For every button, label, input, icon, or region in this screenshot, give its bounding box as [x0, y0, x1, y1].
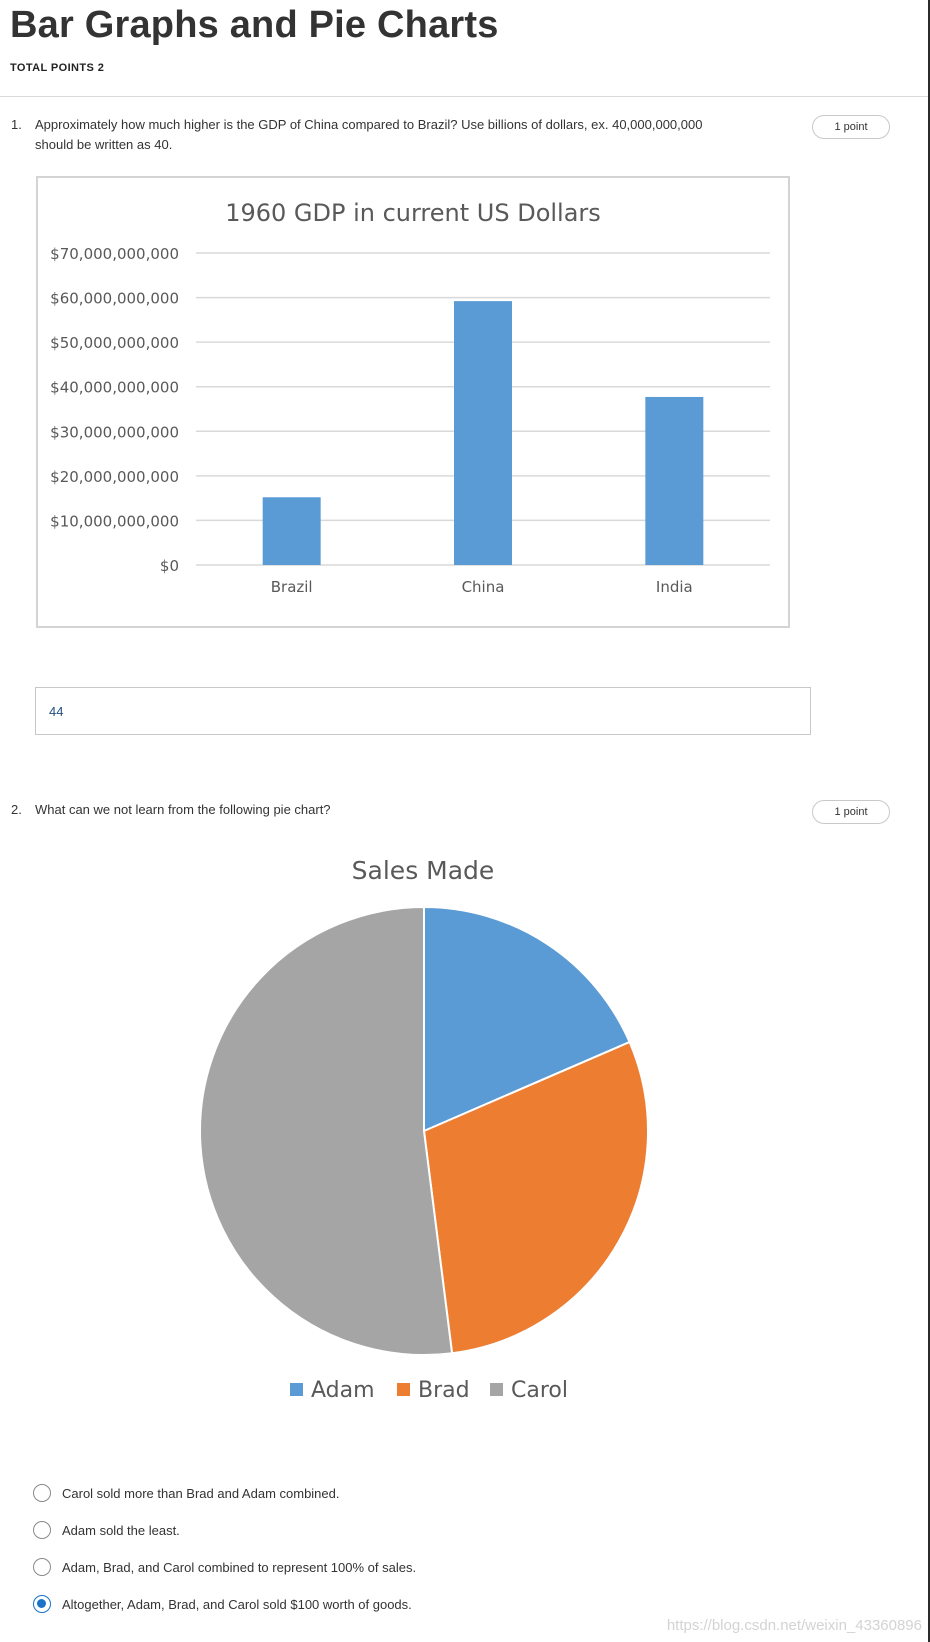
option-3-radio[interactable] [33, 1558, 51, 1576]
question-1-number: 1. [11, 117, 22, 132]
option-2-label: Adam sold the least. [62, 1522, 180, 1538]
bar-chart-y-tick-label: $50,000,000,000 [50, 334, 179, 352]
legend-swatch-adam [290, 1383, 303, 1396]
question-2-number: 2. [11, 802, 22, 817]
total-points-label: TOTAL POINTS 2 [10, 62, 105, 74]
sales-pie-chart-svg: Sales Made Adam Brad Carol [199, 856, 649, 1403]
watermark: https://blog.csdn.net/weixin_43360896 [666, 1617, 922, 1634]
bar-chart-x-tick-label: Brazil [271, 578, 313, 596]
question-2-points-badge: 1 point [812, 800, 890, 824]
question-1-text-line2: should be written as 40. [35, 137, 173, 152]
bar-chart-y-tick-label: $20,000,000,000 [50, 468, 179, 486]
pie-chart-slices [199, 905, 649, 1356]
legend-label-brad: Brad [418, 1378, 470, 1403]
window-edge [928, 0, 930, 1642]
legend-swatch-brad [397, 1383, 410, 1396]
legend-swatch-carol [490, 1383, 503, 1396]
legend-label-carol: Carol [511, 1378, 568, 1403]
question-1-text-line1: Approximately how much higher is the GDP… [35, 117, 703, 132]
option-2-radio[interactable] [33, 1521, 51, 1539]
question-2-text: What can we not learn from the following… [35, 802, 331, 817]
bar-chart-y-tick-label: $10,000,000,000 [50, 512, 179, 530]
bar-chart-x-axis: Brazil China India [271, 578, 693, 596]
bar-chart-y-tick-label: $60,000,000,000 [50, 290, 179, 308]
bar-chart-y-tick-label: $70,000,000,000 [50, 245, 179, 263]
bar-brazil [262, 497, 321, 565]
pie-chart-title: Sales Made [352, 856, 495, 885]
bar-chart-y-tick-label: $40,000,000,000 [50, 379, 179, 397]
pie-slice-carol [199, 905, 454, 1356]
gdp-bar-chart: 1960 GDP in current US Dollars $0 $10,000… [36, 176, 790, 628]
option-4-label: Altogether, Adam, Brad, and Carol sold $… [62, 1596, 412, 1612]
gdp-bar-chart-svg: 1960 GDP in current US Dollars $0 $10,000… [50, 199, 770, 596]
header-divider [0, 96, 930, 97]
bar-chart-x-tick-label: India [656, 578, 693, 596]
page-title: Bar Graphs and Pie Charts [10, 4, 499, 46]
pie-slice-adam [423, 905, 631, 1133]
option-4[interactable]: Altogether, Adam, Brad, and Carol sold $… [33, 1591, 553, 1617]
question-1-text: Approximately how much higher is the GDP… [35, 115, 795, 155]
option-2[interactable]: Adam sold the least. [33, 1517, 553, 1543]
pie-slice-brad [422, 1040, 649, 1355]
sales-pie-chart: Sales Made Adam Brad Carol [0, 840, 930, 1420]
option-4-radio[interactable] [33, 1595, 51, 1613]
option-1-radio[interactable] [33, 1484, 51, 1502]
bar-chart-bars [262, 301, 704, 565]
question-1-answer-input[interactable] [35, 687, 811, 735]
question-1-points-badge: 1 point [812, 115, 890, 139]
option-3-label: Adam, Brad, and Carol combined to repres… [62, 1559, 417, 1575]
bar-china [454, 301, 512, 565]
option-3[interactable]: Adam, Brad, and Carol combined to repres… [33, 1554, 553, 1580]
option-1[interactable]: Carol sold more than Brad and Adam combi… [33, 1480, 553, 1506]
option-1-label: Carol sold more than Brad and Adam combi… [62, 1485, 340, 1501]
bar-chart-y-tick-label: $30,000,000,000 [50, 423, 179, 441]
bar-chart-x-tick-label: China [462, 578, 505, 596]
bar-india [645, 396, 704, 565]
bar-chart-y-tick-label: $0 [160, 557, 179, 575]
bar-chart-title: 1960 GDP in current US Dollars [225, 199, 601, 227]
pie-chart-legend: Adam Brad Carol [290, 1378, 568, 1403]
bar-chart-y-axis: $0 $10,000,000,000 $20,000,000,000 $30,000,… [50, 245, 179, 575]
legend-label-adam: Adam [311, 1378, 375, 1403]
